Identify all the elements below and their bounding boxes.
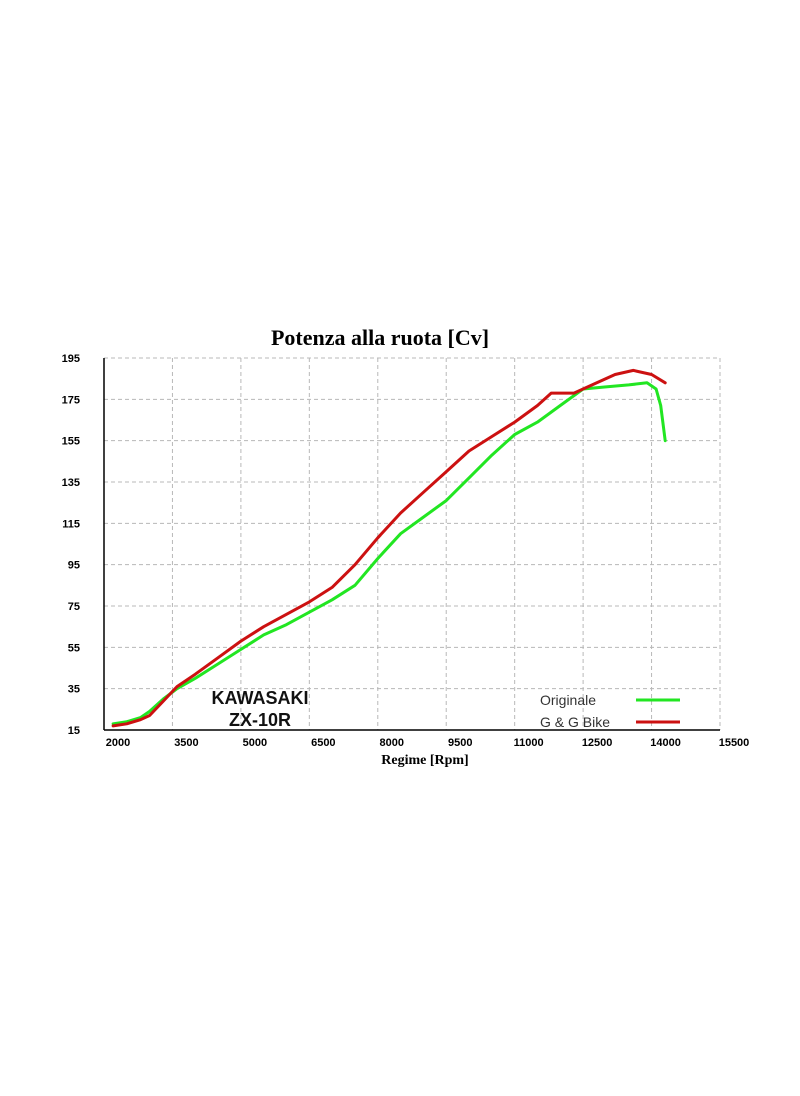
chart-title: Potenza alla ruota [Cv]	[271, 325, 489, 350]
y-tick-label: 55	[68, 642, 80, 654]
model-annotation-model: ZX-10R	[229, 710, 291, 730]
grid-lines	[104, 357, 721, 730]
legend-label: G & G Bike	[540, 714, 610, 730]
x-tick-label: 6500	[311, 737, 335, 749]
x-tick-label: 15500	[719, 737, 750, 749]
y-tick-label: 155	[62, 436, 80, 448]
x-tick-label: 2000	[106, 737, 130, 749]
x-tick-label: 9500	[448, 737, 472, 749]
y-tick-label: 195	[62, 353, 80, 365]
x-tick-label: 11000	[514, 737, 544, 749]
tick-labels: 15 35 55 75 95 115 135 155 175 195 2000 3500 5000 650…	[62, 353, 750, 749]
y-tick-label: 175	[62, 394, 80, 406]
legend: Originale G & G Bike	[540, 692, 680, 730]
y-tick-label: 35	[68, 684, 80, 696]
x-tick-label: 14000	[650, 737, 681, 749]
x-tick-label: 12500	[582, 737, 613, 749]
legend-label: Originale	[540, 692, 596, 708]
series-line-gg-bike	[111, 368, 667, 728]
x-tick-label: 8000	[380, 737, 404, 749]
x-axis-label: Regime [Rpm]	[381, 753, 468, 768]
y-tick-label: 75	[68, 601, 80, 613]
x-tick-label: 3500	[174, 737, 198, 749]
y-tick-label: 115	[62, 518, 80, 530]
y-tick-label: 95	[68, 560, 80, 572]
model-annotation-brand: KAWASAKI	[211, 688, 308, 708]
y-tick-label: 15	[68, 725, 80, 737]
series-lines	[111, 368, 667, 728]
x-tick-label: 5000	[243, 737, 267, 749]
y-tick-label: 135	[62, 477, 80, 489]
